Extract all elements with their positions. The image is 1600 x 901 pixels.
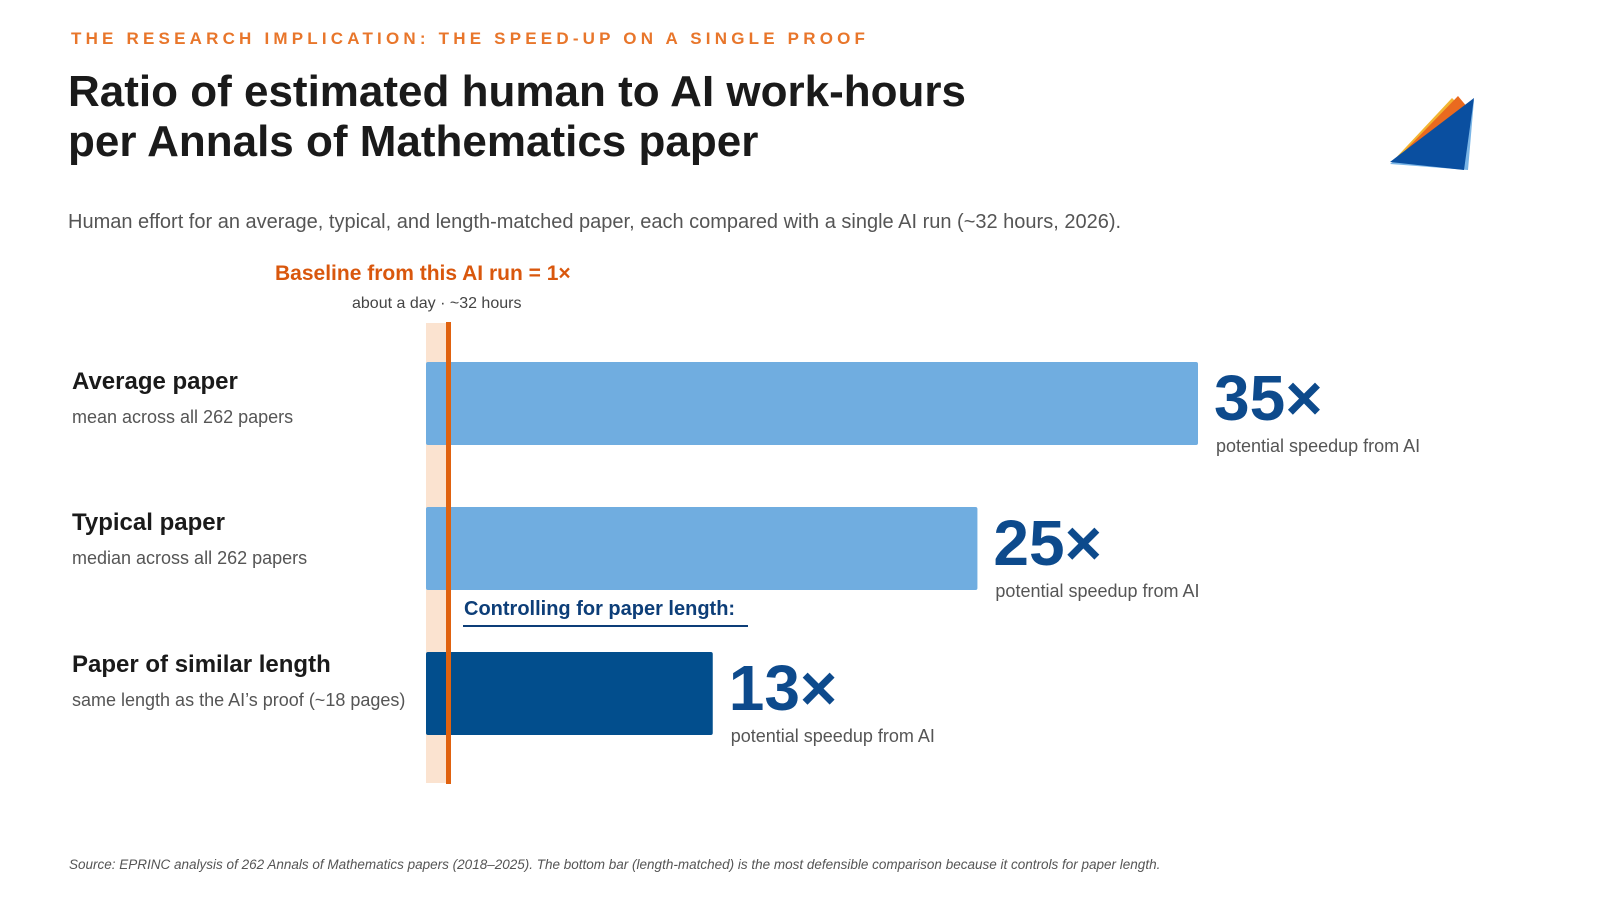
logo-icon (1390, 78, 1510, 193)
value-label-0: 35× (1214, 362, 1323, 434)
control-label: Controlling for paper length: (464, 598, 736, 620)
subtitle: Human effort for an average, typical, an… (68, 211, 1122, 233)
title-line-1: Ratio of estimated human to AI work-hour… (68, 67, 966, 116)
value-label-1: 25× (993, 507, 1102, 579)
value-sublabel-0: potential speedup from AI (1216, 436, 1420, 456)
row-desc-similar-length: same length as the AI’s proof (~18 pages… (72, 690, 406, 710)
baseline-title: Baseline from this AI run = 1× (275, 262, 571, 285)
bar-1 (426, 507, 978, 590)
value-sublabel-1: potential speedup from AI (995, 581, 1199, 601)
row-desc-typical: median across all 262 papers (72, 548, 308, 568)
source-footnote: Source: EPRINC analysis of 262 Annals of… (69, 857, 1161, 872)
row-label-similar-length: Paper of similar length (72, 651, 331, 678)
control-underline (463, 625, 748, 627)
eyebrow: THE RESEARCH IMPLICATION: THE SPEED-UP O… (71, 29, 870, 48)
row-label-average: Average paper (72, 368, 238, 395)
page-title: Ratio of estimated human to AI work-hour… (68, 67, 1168, 167)
bar-2 (426, 652, 713, 735)
title-line-2: per Annals of Mathematics paper (68, 117, 759, 166)
baseline-subtitle: about a day · ~32 hours (352, 295, 522, 312)
row-label-typical: Typical paper (72, 509, 225, 536)
value-sublabel-2: potential speedup from AI (731, 726, 935, 746)
bar-0 (426, 362, 1198, 445)
value-label-2: 13× (729, 652, 838, 724)
row-desc-average: mean across all 262 papers (72, 407, 294, 427)
baseline-line (446, 322, 451, 784)
